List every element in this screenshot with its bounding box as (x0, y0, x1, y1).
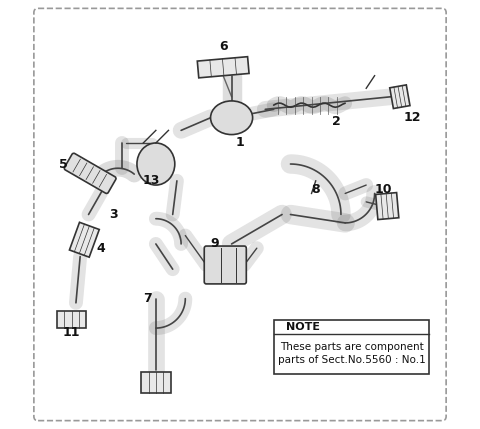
Text: 7: 7 (143, 292, 152, 305)
Bar (141, 372, 170, 393)
Text: 1: 1 (236, 136, 244, 149)
FancyBboxPatch shape (64, 153, 116, 193)
FancyBboxPatch shape (274, 320, 429, 375)
Bar (57, 311, 86, 328)
Text: 5: 5 (59, 157, 68, 170)
Text: 6: 6 (219, 40, 228, 53)
Text: 4: 4 (97, 242, 106, 255)
Text: 13: 13 (143, 174, 160, 187)
Bar (376, 193, 399, 220)
Bar (70, 222, 99, 257)
FancyBboxPatch shape (204, 246, 246, 284)
Ellipse shape (211, 101, 252, 135)
Text: NOTE: NOTE (286, 322, 320, 332)
Text: 11: 11 (63, 326, 81, 339)
Text: These parts are component: These parts are component (280, 342, 423, 352)
Text: 2: 2 (332, 115, 341, 128)
Text: 12: 12 (404, 111, 421, 124)
Bar (197, 57, 249, 78)
Text: parts of Sect.No.5560 : No.1: parts of Sect.No.5560 : No.1 (277, 355, 425, 365)
Ellipse shape (137, 143, 175, 185)
Text: 9: 9 (210, 237, 219, 251)
Text: 8: 8 (312, 183, 320, 196)
Bar (390, 85, 410, 109)
Text: 3: 3 (109, 208, 118, 221)
Text: 10: 10 (374, 183, 392, 196)
